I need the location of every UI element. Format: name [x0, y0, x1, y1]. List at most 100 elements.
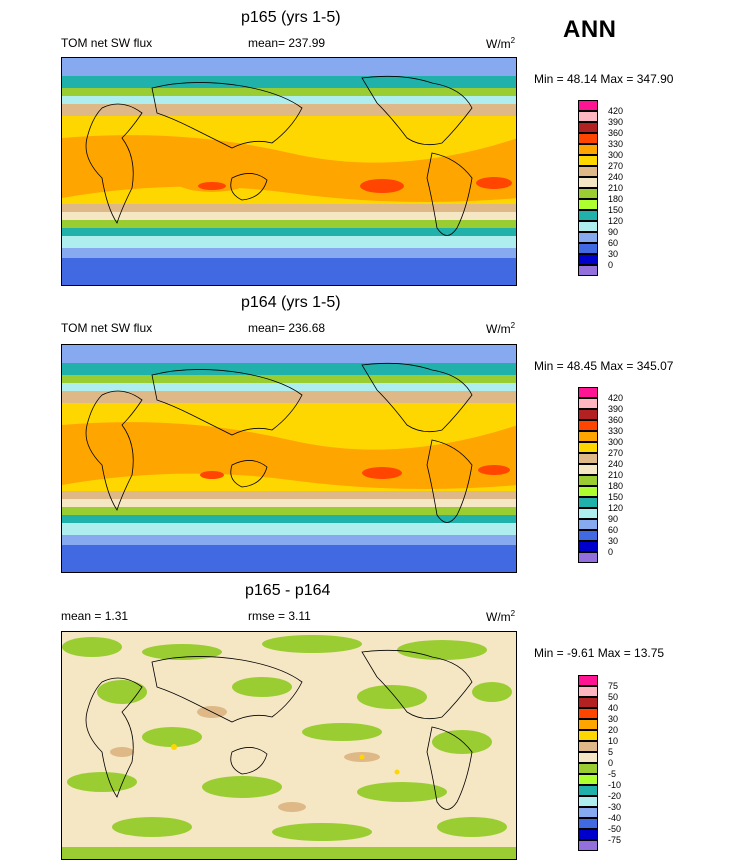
legend-swatch [578, 254, 598, 265]
legend-swatch [578, 188, 598, 199]
legend-label: 240 [608, 172, 624, 182]
legend-swatch [578, 398, 598, 409]
legend-label: 180 [608, 194, 624, 204]
legend-swatch [578, 475, 598, 486]
legend-label: 90 [608, 227, 619, 237]
legend-swatch [578, 840, 598, 851]
legend-swatch [578, 719, 598, 730]
legend-label: -50 [608, 824, 622, 834]
panel-3-map [61, 631, 517, 860]
legend-swatch [578, 785, 598, 796]
legend-swatch [578, 177, 598, 188]
legend-label: 210 [608, 470, 624, 480]
legend-swatch [578, 122, 598, 133]
legend-swatch [578, 431, 598, 442]
panel-3-minmax: Min = -9.61 Max = 13.75 [534, 646, 665, 660]
legend-label: 210 [608, 183, 624, 193]
legend-swatch [578, 387, 598, 398]
panel-1-map [61, 57, 517, 286]
legend-swatch [578, 221, 598, 232]
legend-label: -20 [608, 791, 622, 801]
legend-label: 300 [608, 437, 624, 447]
legend-swatch [578, 265, 598, 276]
legend-swatch [578, 243, 598, 254]
legend-label: 0 [608, 260, 614, 270]
legend-label: 150 [608, 492, 624, 502]
panel-2-variable: TOM net SW flux [61, 321, 153, 335]
legend-label: 10 [608, 736, 619, 746]
legend-label: 300 [608, 150, 624, 160]
panel-2-minmax: Min = 48.45 Max = 345.07 [534, 359, 674, 373]
legend-swatch [578, 420, 598, 431]
panel-2-units: W/m2 [486, 321, 516, 336]
legend-label: 360 [608, 415, 624, 425]
legend-swatch [578, 199, 598, 210]
legend-label: 390 [608, 404, 624, 414]
legend-label: 360 [608, 128, 624, 138]
legend-swatch [578, 552, 598, 563]
legend-swatch [578, 708, 598, 719]
legend-swatch [578, 508, 598, 519]
legend-swatch [578, 752, 598, 763]
legend-label: 240 [608, 459, 624, 469]
legend-label: -30 [608, 802, 622, 812]
legend-label: 50 [608, 692, 619, 702]
legend-label: 60 [608, 238, 619, 248]
season-label: ANN [563, 16, 617, 43]
legend-swatch [578, 519, 598, 530]
panel-1-variable: TOM net SW flux [61, 36, 153, 50]
legend-label: 30 [608, 714, 619, 724]
panel-2-mean: mean= 236.68 [248, 321, 326, 335]
legend-swatch [578, 829, 598, 840]
legend-swatch [578, 133, 598, 144]
legend-label: 120 [608, 216, 624, 226]
panel-1-title: p165 (yrs 1-5) [241, 9, 341, 26]
legend-swatch [578, 697, 598, 708]
legend-swatch [578, 763, 598, 774]
legend-swatch [578, 807, 598, 818]
legend-swatch [578, 730, 598, 741]
legend-label: 330 [608, 139, 624, 149]
legend-swatch [578, 144, 598, 155]
panel-3-rmse: rmse = 3.11 [248, 609, 311, 623]
legend-label: 330 [608, 426, 624, 436]
panel-2-map [61, 344, 517, 573]
legend-swatch [578, 796, 598, 807]
legend-swatch [578, 486, 598, 497]
legend-label: 30 [608, 249, 619, 259]
legend-label: 120 [608, 503, 624, 513]
legend-swatch [578, 442, 598, 453]
legend-swatch [578, 530, 598, 541]
legend-label: 0 [608, 758, 614, 768]
legend-label: 30 [608, 536, 619, 546]
legend-label: 60 [608, 525, 619, 535]
legend-swatch [578, 409, 598, 420]
legend-label: 390 [608, 117, 624, 127]
legend-swatch [578, 818, 598, 829]
legend-label: 90 [608, 514, 619, 524]
legend-swatch [578, 541, 598, 552]
legend-swatch [578, 497, 598, 508]
legend-label: 20 [608, 725, 619, 735]
legend-label: 0 [608, 547, 614, 557]
legend-label: 40 [608, 703, 619, 713]
legend-swatch [578, 155, 598, 166]
legend-label: 270 [608, 448, 624, 458]
legend-swatch [578, 774, 598, 785]
legend-swatch [578, 464, 598, 475]
legend-swatch [578, 166, 598, 177]
legend-swatch [578, 232, 598, 243]
panel-1-minmax: Min = 48.14 Max = 347.90 [534, 72, 674, 86]
legend-swatch [578, 210, 598, 221]
panel-1-mean: mean= 237.99 [248, 36, 326, 50]
legend-label: -10 [608, 780, 622, 790]
legend-label: -75 [608, 835, 622, 845]
legend-label: 5 [608, 747, 614, 757]
panel-3-title: p165 - p164 [245, 582, 331, 599]
legend-label: 420 [608, 106, 624, 116]
legend-swatch [578, 453, 598, 464]
panel-3-mean: mean = 1.31 [61, 609, 129, 623]
legend-label: 180 [608, 481, 624, 491]
legend-label: 150 [608, 205, 624, 215]
legend-swatch [578, 111, 598, 122]
